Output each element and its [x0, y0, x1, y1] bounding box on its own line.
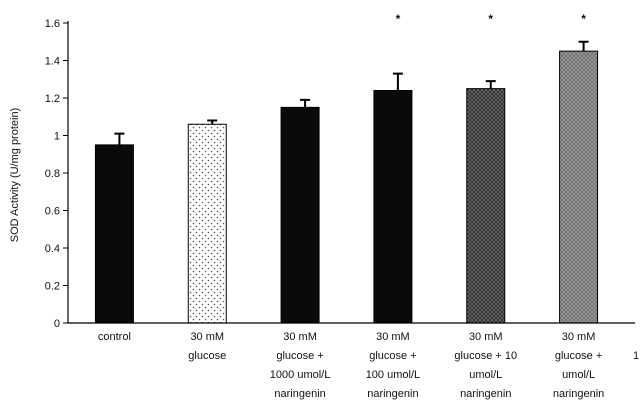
bar-5 — [559, 50, 599, 324]
x-category-label-line: glucose + — [555, 350, 602, 362]
x-category-label-line: naringenin — [367, 388, 418, 400]
y-tick-label: 1 — [54, 131, 60, 143]
y-tick-label: 0 — [54, 318, 60, 330]
x-category-label-line: 30 mM — [190, 331, 224, 343]
bar-3 — [373, 90, 413, 324]
bars: * * * — [94, 12, 599, 324]
x-category-label-line: umol/L — [469, 369, 502, 381]
x-category-label-line: control — [98, 331, 131, 343]
bar-4 — [466, 88, 506, 324]
x-category-label-line: 30 mM — [562, 331, 596, 343]
significance-marker: * — [488, 12, 493, 26]
x-category-label-line: 1000 umol/L — [270, 369, 331, 381]
y-axis-ticks: 0 0.2 0.4 0.6 0.8 1 1.2 1.4 1.6 — [45, 18, 68, 330]
x-axis-labels: control 30 mM glucose 30 mM glucose + 1000 um… — [98, 331, 639, 400]
y-tick-label: 0.6 — [45, 206, 60, 218]
y-tick-label: 0.4 — [45, 243, 60, 255]
x-category-label: 30 mM glucose — [188, 331, 226, 362]
cropped-label-fragment: 1 — [633, 350, 639, 362]
x-category-label-line: glucose — [188, 350, 226, 362]
x-category-label-line: naringenin — [553, 388, 604, 400]
bar-1 — [187, 123, 227, 324]
bar-2 — [280, 106, 320, 324]
x-category-label-line: glucose + 10 — [454, 350, 517, 362]
x-category-label: control — [98, 331, 131, 343]
x-category-label-line: 30 mM — [376, 331, 410, 343]
y-axis-label: SOD Activity (U/mg protein) — [9, 108, 21, 242]
y-tick-label: 0.2 — [45, 281, 60, 293]
x-category-label-line: 100 umol/L — [366, 369, 420, 381]
significance-marker: * — [396, 12, 401, 26]
x-category-label-line: naringenin — [274, 388, 325, 400]
bar-0 — [94, 144, 134, 324]
x-category-label: 30 mM glucose + 10 umol/L naringenin — [454, 331, 517, 400]
x-category-label-line: glucose + — [369, 350, 416, 362]
y-tick-label: 1.6 — [45, 18, 60, 30]
x-category-label-line: 30 mM — [469, 331, 503, 343]
x-category-label-line: naringenin — [460, 388, 511, 400]
significance-marker: * — [581, 12, 586, 26]
x-category-label-line: umol/L — [562, 369, 595, 381]
y-tick-label: 1.2 — [45, 93, 60, 105]
x-category-label: 30 mM glucose + umol/L naringenin — [553, 331, 604, 400]
x-category-label: 30 mM glucose + 100 umol/L naringenin — [366, 331, 420, 400]
x-category-label-line: 30 mM — [283, 331, 317, 343]
y-tick-label: 1.4 — [45, 56, 60, 68]
x-category-label-line: glucose + — [276, 350, 323, 362]
y-tick-label: 0.8 — [45, 168, 60, 180]
x-category-label: 30 mM glucose + 1000 umol/L naringenin — [270, 331, 331, 400]
